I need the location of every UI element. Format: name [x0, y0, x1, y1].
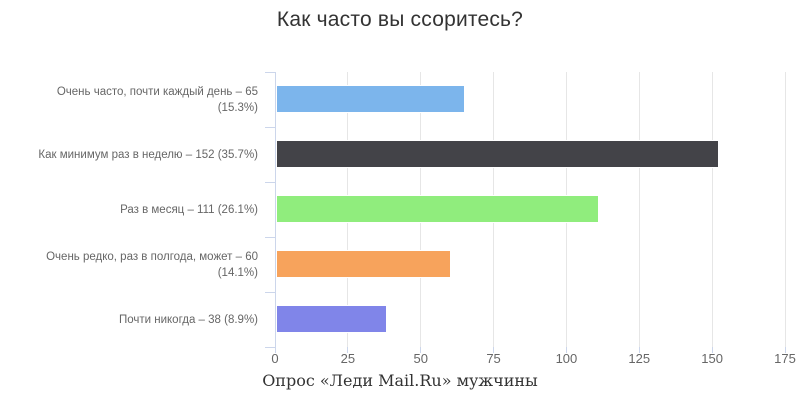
bar[interactable]: [276, 195, 600, 223]
bar[interactable]: [276, 85, 466, 113]
category-label: Как минимум раз в неделю – 152 (35.7%): [38, 148, 258, 161]
category-axis-tick: [265, 127, 275, 128]
category-label: Очень часто, почти каждый день – 65 (15.…: [56, 85, 258, 114]
category-axis-tick: [265, 292, 275, 293]
category-axis-tick: [265, 237, 275, 238]
value-axis-tick: [784, 347, 786, 353]
category-label: Раз в месяц – 111 (26.1%): [120, 203, 258, 216]
bar-row: [275, 127, 785, 182]
category-axis-tick: [265, 72, 275, 73]
value-axis-tick: [274, 347, 276, 353]
category-label: Почти никогда – 38 (8.9%): [118, 313, 258, 326]
value-axis-tick: [638, 347, 640, 353]
gridline: [711, 72, 713, 347]
value-axis-tick-label: 50: [413, 351, 428, 366]
value-axis-tick: [347, 347, 349, 353]
gridline: [638, 72, 640, 347]
category-label: Очень редко, раз в полгода, может – 60 (…: [46, 250, 258, 279]
category-axis-tick: [265, 182, 275, 183]
value-axis-tick: [420, 347, 422, 353]
value-axis-tick: [493, 347, 495, 353]
bar[interactable]: [276, 250, 451, 278]
bar-row: [275, 182, 785, 237]
value-axis-tick-label: 125: [628, 351, 651, 366]
plot-area: [265, 72, 786, 353]
gridline: [784, 72, 786, 347]
value-axis-tick-label: 150: [701, 351, 723, 366]
bar-row: [275, 237, 785, 292]
value-axis-tick-label: 75: [486, 351, 501, 366]
bar[interactable]: [276, 305, 387, 333]
value-axis-tick: [711, 347, 713, 353]
value-axis-tick: [565, 347, 567, 353]
bar-row: [275, 292, 785, 347]
chart-caption: Опрос «Леди Mail.Ru» мужчины: [262, 371, 538, 390]
category-axis-line: [275, 72, 276, 347]
category-axis-labels: Очень часто, почти каждый день – 65 (15.…: [0, 72, 263, 347]
bar-row: [275, 72, 785, 127]
value-axis-tick-label: 25: [340, 351, 356, 366]
chart-title: Как часто вы ссоритесь?: [276, 8, 524, 31]
value-axis-labels: 0 25 50 75 100 125 150 175: [271, 351, 795, 369]
value-axis-tick-label: 100: [555, 351, 578, 366]
category-axis-tick: [265, 347, 275, 348]
bar[interactable]: [276, 140, 719, 168]
value-axis-tick-label: 175: [774, 351, 796, 366]
value-axis-tick-label: 0: [271, 351, 279, 366]
